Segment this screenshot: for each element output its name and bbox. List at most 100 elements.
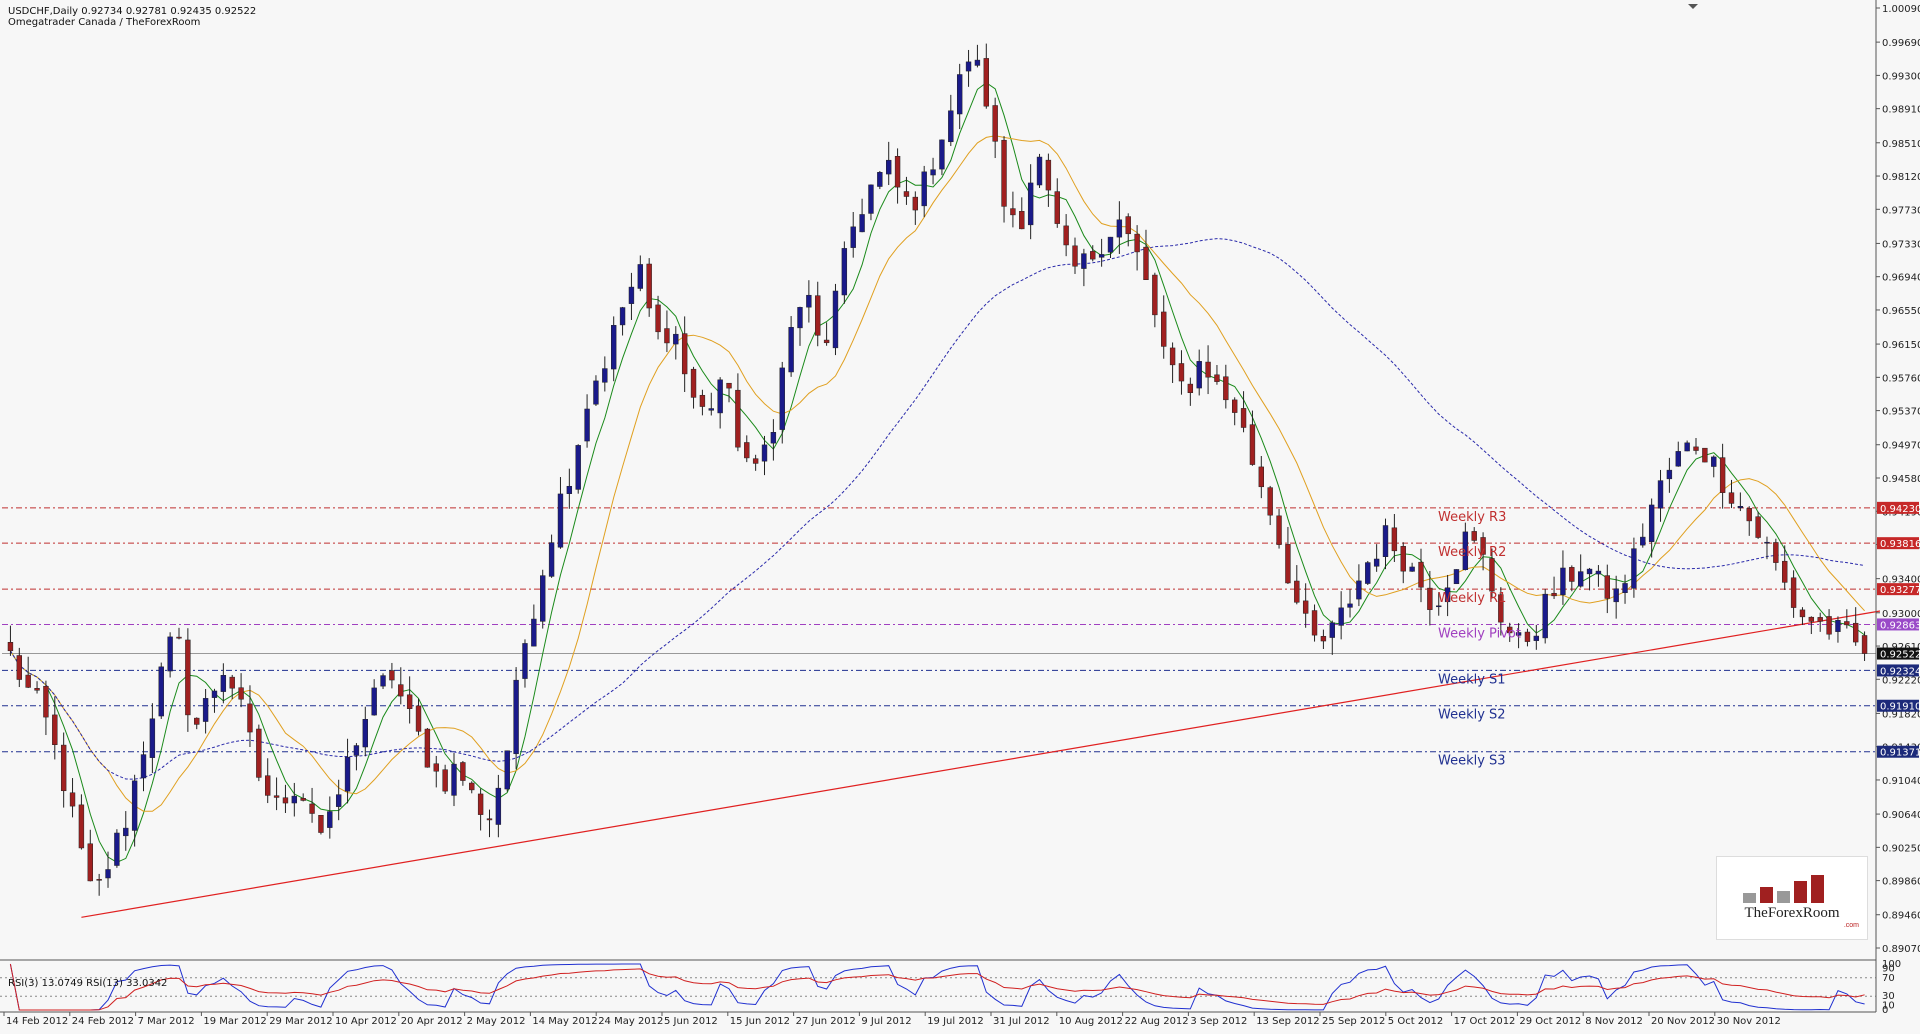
candle-body-32: [291, 795, 298, 804]
candle-67: [602, 356, 608, 392]
candle-body-130: [1161, 311, 1167, 347]
time-tick-label-8: 14 May 2012: [532, 1016, 597, 1027]
candle-49: [442, 764, 448, 794]
candle-159: [1418, 548, 1424, 603]
candle-10: [96, 873, 102, 896]
candle-164: [1462, 522, 1469, 571]
candle-13: [123, 811, 129, 851]
candle-body-59: [531, 618, 537, 647]
time-tick-label-22: 17 Oct 2012: [1454, 1016, 1516, 1027]
candle-114: [1019, 197, 1025, 230]
candle-160: [1427, 570, 1433, 626]
candle-40: [362, 706, 368, 757]
logo-bars-icon: [1743, 875, 1843, 903]
candle-72: [646, 258, 652, 317]
candle-55: [495, 774, 502, 838]
candle-162: [1444, 574, 1451, 617]
time-tick-label-14: 19 Jul 2012: [927, 1016, 984, 1027]
candle-166: [1480, 532, 1486, 571]
candle-187: [1666, 457, 1673, 493]
level-label-1: Weekly R2: [1438, 545, 1506, 560]
time-tick-label-0: 14 Feb 2012: [6, 1016, 68, 1027]
candle-41: [371, 679, 377, 716]
candle-57: [513, 667, 519, 770]
candle-122: [1090, 245, 1096, 262]
candle-body-96: [859, 214, 865, 233]
candle-8: [78, 794, 85, 850]
trendline: [81, 610, 1881, 918]
candle-6: [60, 732, 67, 808]
ma-fast-line: [9, 82, 1865, 863]
candle-99: [886, 141, 892, 186]
candle-130: [1161, 295, 1167, 359]
candle-104: [930, 157, 936, 185]
candle-91: [815, 281, 821, 347]
current-price-box: [1877, 647, 1919, 660]
candle-83: [744, 435, 750, 463]
candle-body-197: [1755, 516, 1761, 538]
candle-body-196: [1746, 508, 1752, 522]
candle-29: [265, 758, 271, 804]
candle-154: [1373, 544, 1380, 572]
candle-body-7: [69, 792, 76, 807]
candle-body-167: [1489, 558, 1495, 592]
price-tick-label-24: 0.90640: [1882, 810, 1920, 821]
candle-body-112: [1001, 139, 1007, 207]
price-tick-label-12: 0.95370: [1882, 407, 1920, 418]
candle-body-50: [451, 763, 457, 796]
candle-0: [7, 625, 14, 656]
candle-body-165: [1471, 531, 1477, 541]
candle-161: [1436, 592, 1442, 616]
candle-142: [1267, 485, 1273, 526]
candle-body-22: [202, 698, 209, 722]
candle-50: [451, 753, 457, 807]
candle-152: [1356, 564, 1362, 607]
candle-93: [832, 283, 839, 356]
candle-body-145: [1294, 580, 1300, 603]
level-label-6: Weekly S3: [1438, 754, 1506, 769]
candle-143: [1276, 508, 1282, 549]
candle-54: [486, 809, 493, 838]
candle-body-168: [1498, 594, 1504, 623]
candle-76: [681, 316, 688, 392]
candle-113: [1010, 191, 1016, 228]
level-price-text-0: 0.94230: [1880, 504, 1920, 515]
candle-123: [1098, 238, 1105, 267]
candle-body-29: [265, 775, 271, 796]
candle-body-0: [7, 642, 14, 652]
candle-208: [1853, 607, 1859, 646]
candle-110: [983, 43, 989, 109]
candle-body-107: [956, 74, 963, 115]
candle-body-30: [273, 795, 280, 798]
candle-191: [1702, 447, 1708, 463]
candle-body-199: [1773, 542, 1779, 563]
candle-body-85: [761, 444, 768, 462]
candle-body-127: [1134, 233, 1140, 253]
candle-body-37: [335, 794, 342, 807]
candle-body-209: [1861, 635, 1868, 654]
candle-155: [1382, 518, 1389, 570]
candle-137: [1223, 364, 1229, 409]
candle-body-183: [1631, 548, 1637, 589]
candle-body-115: [1027, 182, 1034, 226]
level-price-text-4: 0.92324: [1880, 666, 1920, 677]
candle-body-137: [1223, 376, 1229, 401]
candle-89: [797, 306, 803, 346]
candle-194: [1728, 479, 1735, 509]
time-tick-label-19: 13 Sep 2012: [1256, 1016, 1319, 1027]
candle-body-26: [238, 687, 244, 700]
candle-81: [726, 382, 732, 403]
candle-36: [327, 796, 333, 839]
candle-body-62: [557, 493, 564, 548]
time-tick-label-3: 19 Mar 2012: [203, 1016, 266, 1027]
candle-body-63: [566, 485, 573, 494]
candle-body-188: [1675, 451, 1681, 467]
candle-body-79: [708, 408, 714, 411]
candle-body-39: [353, 745, 360, 756]
candle-body-46: [415, 705, 422, 732]
candle-body-75: [673, 333, 679, 345]
candle-20: [185, 628, 191, 732]
candle-202: [1799, 607, 1806, 626]
candle-body-54: [486, 818, 493, 821]
